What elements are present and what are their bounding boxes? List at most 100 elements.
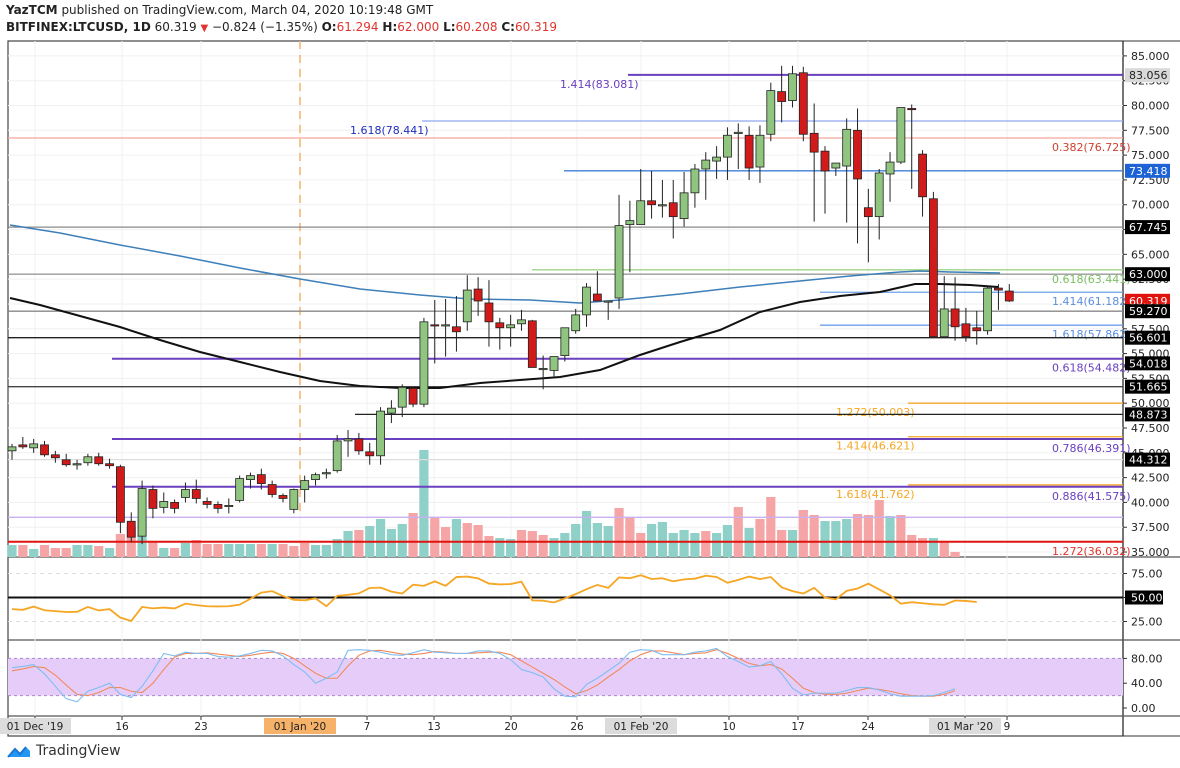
price-tag-label: 44.312 (1129, 454, 1168, 467)
volume-bar (842, 519, 852, 557)
candle-body (376, 410, 385, 457)
candle-body (592, 293, 602, 302)
candle-body (83, 456, 93, 464)
candle-body (918, 153, 927, 198)
price-tag (1125, 379, 1170, 394)
price-tag-label: 48.873 (1129, 408, 1168, 421)
close-value: 60.319 (514, 20, 557, 34)
price-tag (1125, 407, 1170, 422)
candle-body (744, 134, 754, 169)
volume-bar (267, 544, 277, 557)
level-label: 0.886(41.575) (1052, 490, 1131, 503)
volume-bar (224, 544, 234, 557)
volume-bar (874, 500, 884, 557)
rsi-line (11, 574, 977, 622)
candle-body (950, 308, 960, 328)
volume-bar (592, 523, 602, 557)
volume-bar (614, 508, 624, 557)
candle-body (300, 480, 310, 490)
candle-body (983, 287, 992, 332)
volume-bar (408, 513, 418, 557)
symbol-label[interactable]: BITFINEX:LTCUSD, 1D (6, 20, 151, 34)
price-tick-label: 77.500 (1131, 124, 1170, 137)
candle-body (61, 459, 71, 466)
time-tick-label: 10 (722, 721, 735, 733)
volume-bar (104, 548, 115, 557)
volume-bar (332, 539, 342, 557)
volume-bar (354, 530, 364, 557)
volume-bar (148, 541, 158, 557)
candle-body (321, 472, 331, 475)
price-tag-label: 59.270 (1129, 305, 1168, 318)
candle-body (397, 386, 407, 408)
candle-body (278, 495, 288, 499)
candle-body (29, 443, 39, 449)
candle-body (50, 454, 60, 459)
candle-body (441, 324, 451, 327)
price-axis: 85.00082.50080.00077.50075.00072.50070.0… (1123, 50, 1170, 559)
price-tag (1125, 356, 1170, 371)
candle-body (517, 319, 526, 325)
candle-body (549, 356, 559, 371)
volume-bar (256, 544, 266, 557)
volume-bar (245, 544, 256, 557)
price-tick-label: 65.000 (1131, 248, 1170, 261)
candle-body (224, 504, 234, 507)
volume-bar (809, 515, 819, 557)
time-tick-box (929, 718, 1001, 734)
candle-body (419, 321, 429, 405)
price-tag-label: 83.056 (1129, 69, 1168, 82)
tradingview-logo[interactable]: TradingView (6, 743, 121, 759)
candle-body (40, 444, 49, 456)
candle-body (625, 220, 635, 225)
candle-body (733, 131, 743, 134)
time-axis: 01 Dec '19 16 23 01 Jan '20 7 13 20 26 01 Feb '2… (0, 716, 1010, 734)
candle-body (170, 502, 180, 509)
candle-body (929, 198, 938, 338)
stoch-k-line (11, 647, 956, 703)
time-tick-box (605, 718, 677, 734)
volume-bar (321, 545, 331, 557)
candle-body (527, 320, 537, 368)
price-tag (1125, 452, 1170, 467)
candle-body (874, 172, 884, 218)
volume-bar (755, 519, 765, 557)
volume-bar (581, 511, 592, 557)
volume-bar (235, 544, 245, 557)
time-tick-box (0, 718, 71, 734)
time-tick-label: 7 (364, 721, 371, 733)
candle-body (582, 286, 591, 316)
time-tick-label: 01 Feb '20 (614, 721, 669, 733)
stoch-tick-label: 80.00 (1131, 652, 1163, 665)
rsi-tick-label: 50.00 (1131, 592, 1163, 605)
volume-bar (506, 539, 516, 557)
author-name: YazTCM (6, 3, 58, 17)
candle-body (159, 501, 169, 508)
time-tick-label: 26 (570, 721, 584, 733)
ma100-line (9, 283, 999, 389)
volume-bar (170, 548, 180, 557)
candle-body (701, 159, 711, 170)
candle-body (1004, 290, 1014, 302)
volume-bar (213, 544, 223, 557)
close-label: C: (501, 20, 515, 34)
volume-bar (950, 552, 960, 557)
volume-bar (159, 548, 169, 557)
candle-body (473, 288, 483, 302)
level-label: 1.618(41.762) (836, 488, 915, 501)
level-label: 1.414(83.081) (560, 78, 639, 91)
stoch-d-line (11, 649, 956, 697)
candle-body (668, 202, 678, 218)
candle-body (148, 489, 158, 509)
candle-body (235, 478, 245, 501)
stoch-band (8, 658, 1123, 696)
volume-bar (50, 548, 60, 557)
price-tag (1125, 267, 1170, 282)
price-tag (1125, 68, 1170, 83)
low-value: 60.208 (455, 20, 498, 34)
volume-bar (668, 533, 678, 557)
level-label: 0.618(54.482) (1052, 362, 1131, 375)
candle-body (126, 520, 136, 538)
price-tick-label: 75.000 (1131, 149, 1170, 162)
